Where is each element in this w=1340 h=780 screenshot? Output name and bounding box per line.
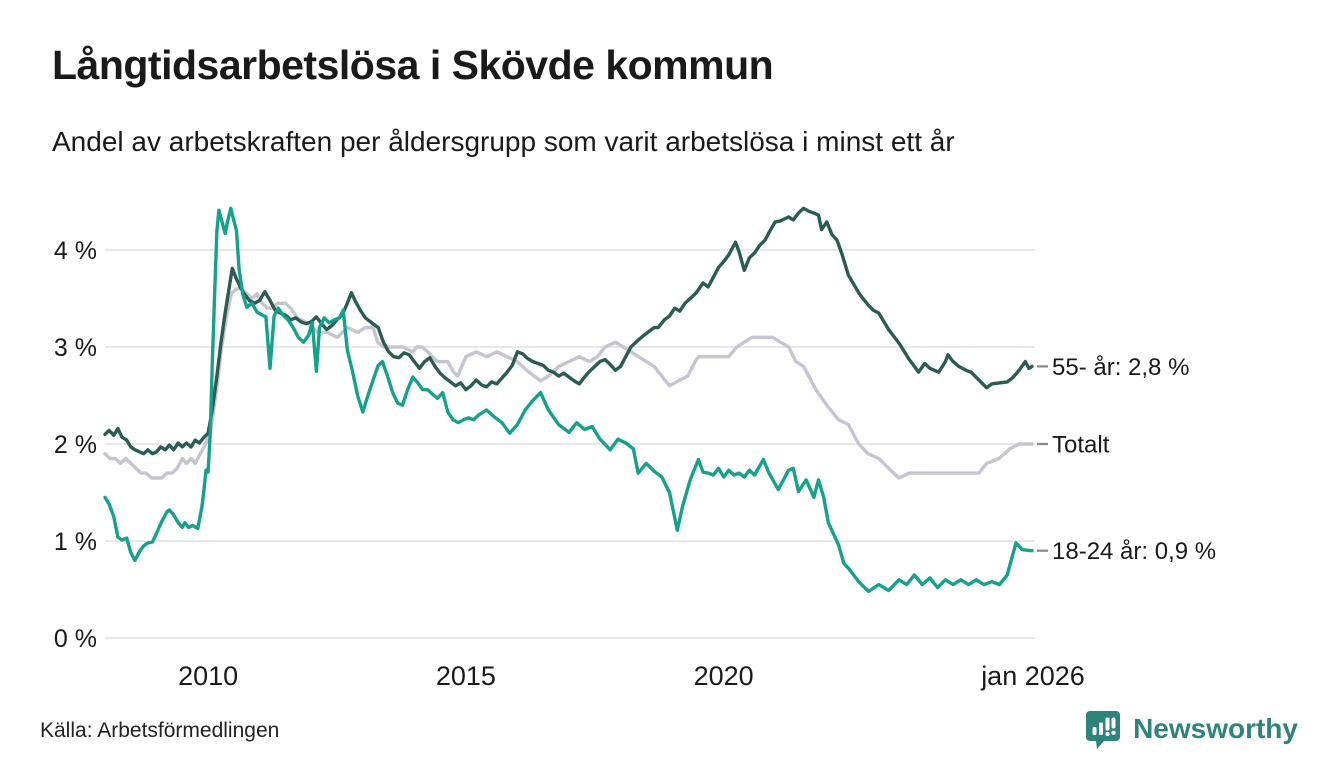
speech-bubble-bar-chart-icon [1083, 708, 1123, 750]
series-line-55-r [103, 206, 1034, 456]
x-axis-tick-label: 2020 [694, 661, 754, 691]
x-axis-tick-label: 2015 [436, 661, 496, 691]
brand-name: Newsworthy [1133, 713, 1298, 744]
series-end-label: Totalt [1052, 432, 1110, 459]
source-note: Källa: Arbetsförmedlingen [40, 719, 280, 742]
y-axis-tick-label: 1 % [54, 528, 97, 556]
y-axis-tick-label: 0 % [54, 625, 97, 653]
y-axis-tick-label: 2 % [54, 431, 97, 459]
chart-title: Långtidsarbetslösa i Skövde kommun [52, 42, 774, 88]
y-axis-tick-label: 4 % [54, 237, 97, 265]
line-chart: 0 % 1 % 2 % 3 % 4 % 2010 2015 2020 jan 2026 Total… [54, 206, 1216, 691]
brand-lockup: Newsworthy [1083, 708, 1298, 750]
x-axis-tick-label: 2010 [178, 661, 238, 691]
series-line-totalt [103, 287, 1034, 480]
series-end-label: 55- år: 2,8 % [1052, 354, 1189, 381]
series-end-label: 18-24 år: 0,9 % [1052, 538, 1216, 565]
y-axis-tick-label: 3 % [54, 334, 97, 362]
series-line-18-24-r [103, 206, 1034, 594]
x-axis-tick-label: jan 2026 [980, 661, 1085, 691]
chart-subtitle: Andel av arbetskraften per åldersgrupp s… [52, 126, 955, 157]
